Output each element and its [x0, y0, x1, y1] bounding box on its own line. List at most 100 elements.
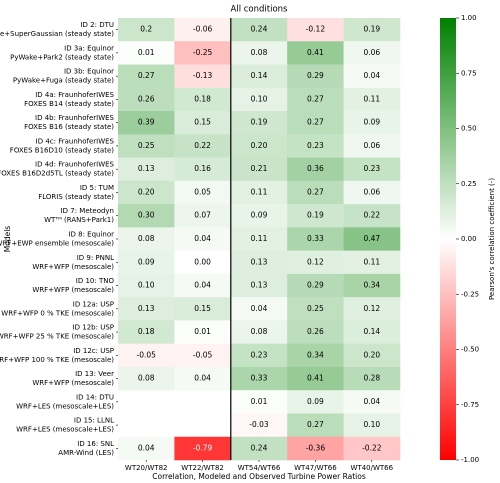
heatmap-cell [230, 18, 288, 42]
heatmap-cell [174, 297, 232, 321]
cell-label: 0.27 [138, 71, 155, 80]
cell-label: -0.05 [193, 350, 213, 359]
heatmap-cell [287, 366, 344, 391]
heatmap-cell [118, 436, 175, 461]
cell-label: 0.12 [307, 257, 324, 266]
cell-label: 0.09 [307, 397, 324, 406]
heatmap-cell [343, 413, 401, 438]
y-tick-label: WRF+LES (mesoscale+LES) [16, 426, 114, 434]
heatmap-cell [343, 297, 401, 321]
cell-label: 0.11 [251, 234, 268, 243]
y-axis-label: Models [3, 226, 12, 253]
heatmap-cell [287, 343, 344, 368]
y-tick-label: ID 9: PNNL [77, 254, 114, 262]
heatmap-cell [118, 320, 175, 344]
cell-label: 0.24 [251, 25, 268, 34]
cell-label: 0.06 [363, 187, 380, 196]
heatmap-cell [174, 320, 232, 344]
cell-label: 0.23 [251, 350, 268, 359]
y-tick-label: ID 3a: Equinor [64, 44, 114, 52]
cell-label: 0.08 [251, 48, 268, 57]
x-axis-label: Correlation, Modeled and Observed Turbin… [152, 472, 366, 481]
cell-label: 0.15 [194, 118, 211, 127]
heatmap-cell [343, 111, 401, 135]
cell-label: 0.01 [138, 48, 155, 57]
cell-label: 0.13 [138, 304, 155, 313]
heatmap-cell [230, 204, 288, 228]
cell-label: 0.29 [307, 71, 324, 80]
colorbar-tick-label: 0.00 [461, 235, 477, 243]
cell-label: 0.04 [194, 374, 211, 383]
heatmap-cell [343, 390, 401, 414]
cell-label: 0.25 [307, 304, 324, 313]
y-tick-label: ID 4b: FraunhoferIWES [35, 114, 114, 122]
cell-label: -0.13 [193, 71, 213, 80]
heatmap-cell [174, 180, 232, 205]
cell-label: 0.29 [307, 281, 324, 290]
y-tick-label: ID 12b: USP [73, 324, 114, 332]
y-tick-label: ID 8: Equinor [68, 231, 114, 239]
cell-label: 0.23 [307, 141, 324, 150]
heatmap-cell [230, 87, 288, 112]
heatmap-cell [230, 64, 288, 89]
cell-label: 0.01 [251, 397, 268, 406]
cell-label: 0.16 [194, 164, 211, 173]
heatmap-cell [118, 64, 175, 89]
colorbar-tick-label: 0.75 [461, 69, 477, 77]
heatmap-cell [343, 134, 401, 158]
y-tick-label: WTᵀᴹ (RANS+Park1) [44, 216, 114, 224]
cell-label: 0.19 [307, 211, 324, 220]
cell-label: 0.2 [140, 25, 152, 34]
cell-label: 0.34 [363, 281, 380, 290]
y-tick-label: WRF+WFP 25 % TKE (mesoscale) [0, 333, 114, 341]
cell-label: 0.13 [138, 164, 155, 173]
heatmap-cell [230, 366, 288, 391]
cell-label: 0.33 [251, 374, 268, 383]
cell-label: 0.11 [363, 257, 380, 266]
cell-label: -0.36 [306, 443, 326, 452]
y-tick-label: ID 10: TNO [76, 277, 115, 285]
colorbar-tick-label: 1.00 [461, 14, 477, 22]
cell-label: 0.26 [138, 94, 155, 103]
cell-label: 0.19 [251, 118, 268, 127]
heatmap-cell [230, 390, 288, 414]
cell-label: 0.10 [251, 94, 268, 103]
heatmap-cell [287, 436, 344, 461]
y-tick-label: WRF+WFP (mesoscale) [32, 379, 114, 387]
heatmap-cell [118, 180, 175, 205]
heatmap-cell [287, 64, 344, 89]
heatmap-cell [174, 204, 232, 228]
cell-label: 0.41 [307, 48, 324, 57]
cell-label: 0.14 [363, 327, 380, 336]
y-tick-label: FOXES B16D2d5TL (steady state) [0, 170, 114, 178]
heatmap-cell [118, 273, 175, 298]
cell-label: 0.07 [194, 211, 211, 220]
cell-label: 0.09 [138, 257, 155, 266]
cell-label: 0.27 [307, 420, 324, 429]
cell-label: 0.30 [138, 211, 155, 220]
heatmap-cell [230, 250, 288, 275]
y-tick-label: FOXES B14 (steady state) [24, 100, 114, 108]
cell-label: 0.04 [138, 443, 155, 452]
heatmap-cell [287, 320, 344, 344]
heatmap-cell [174, 343, 232, 368]
heatmap-cell [287, 157, 344, 182]
y-tick-label: ID 5: TUM [80, 184, 114, 192]
x-tick-label: WT47/WT66 [294, 464, 337, 472]
cell-label: 0.34 [307, 350, 324, 359]
heatmap-cell [118, 366, 175, 391]
cell-label: 0.21 [251, 164, 268, 173]
cell-label: 0.24 [251, 443, 268, 452]
cell-label: 0.26 [307, 327, 324, 336]
heatmap-cell [118, 343, 175, 368]
heatmap-cell [174, 227, 232, 251]
heatmap-cell [118, 18, 175, 42]
cell-label: 0.33 [307, 234, 324, 243]
heatmap-cell [287, 111, 344, 135]
heatmap-cell [174, 64, 232, 89]
y-tick-label: ID 7: Meteodyn [61, 207, 114, 215]
cell-label: 0.41 [307, 374, 324, 383]
heatmap-cell [118, 227, 175, 251]
cell-label: 0.09 [363, 118, 380, 127]
cell-label: 0.06 [363, 141, 380, 150]
